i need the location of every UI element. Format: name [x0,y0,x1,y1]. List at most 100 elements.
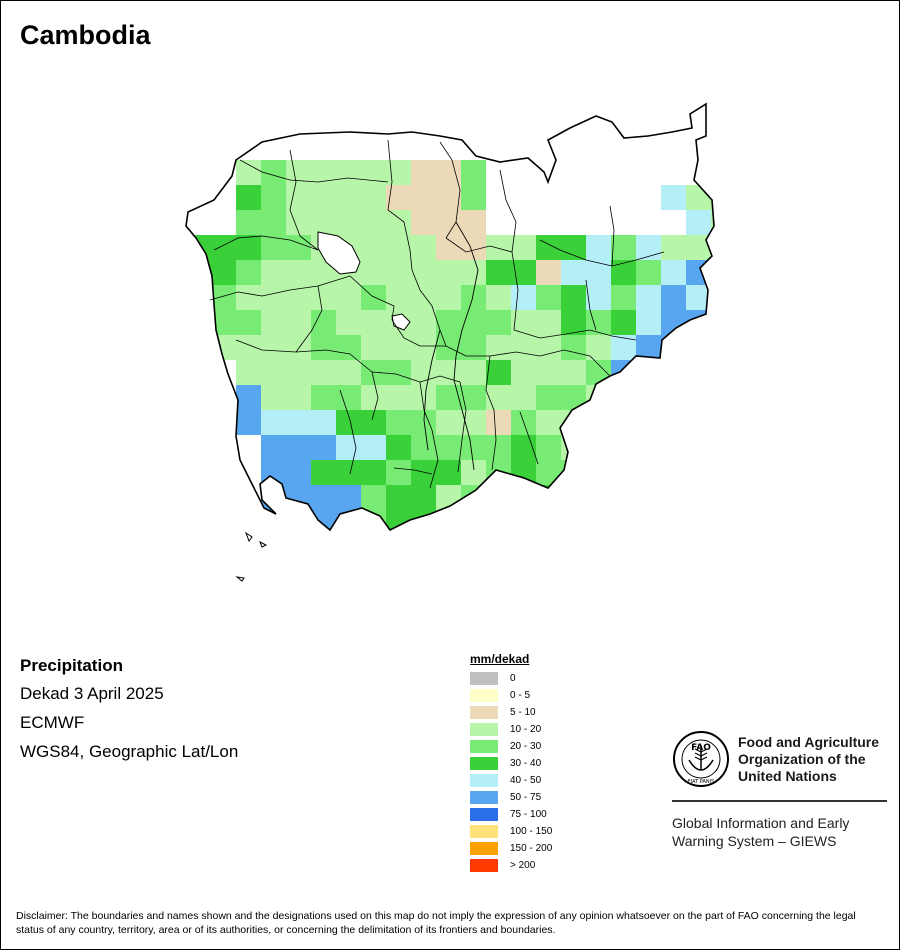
grid-cell [461,210,486,235]
grid-cell [386,335,411,360]
grid-cell [361,185,386,210]
grid-cell [436,610,461,635]
grid-cell [561,260,586,285]
grid-cell [386,285,411,310]
grid-cell [436,635,461,640]
grid-cell [411,160,436,185]
grid-cell [586,385,611,410]
grid-cell [486,610,511,635]
grid-cell [711,385,714,410]
grid-cell [511,610,536,635]
grid-cell [361,210,386,235]
grid-cell [361,485,386,510]
grid-cell [686,410,711,435]
legend-swatch [470,791,498,804]
grid-cell [786,310,811,335]
grid-cell [461,385,486,410]
grid-cell [586,260,611,285]
grid-cell [761,185,786,210]
legend-item: 20 - 30 [470,738,552,755]
grid-cell [311,285,336,310]
grid-cell [286,510,311,530]
grid-cell [586,310,611,335]
grid-cell [386,610,411,635]
legend-swatch [470,740,498,753]
grid-cell [411,635,436,640]
grid-cell [286,460,311,485]
grid-cell [836,235,861,260]
grid-cell [661,435,686,460]
grid-cell [236,410,261,435]
map-title: Cambodia [20,20,151,50]
grid-cell [236,310,261,335]
water-bodies [317,231,411,331]
grid-cell [261,185,286,210]
legend-swatch [470,757,498,770]
grid-cell [786,185,811,210]
grid-cell [886,135,900,160]
emblem-motto: FIAT PANIS [688,779,715,785]
grid-cell [586,610,611,635]
grid-cell [361,310,386,335]
grid-cell [486,485,511,510]
legend: mm/dekad 0 0 - 5 5 - 10 10 - 20 20 - 30 30 - … [470,652,552,874]
grid-cell [711,360,714,385]
grid-cell [261,335,286,360]
grid-cell [486,310,511,335]
grid-cell [636,285,661,310]
grid-cell [511,585,536,610]
grid-cell [486,285,511,310]
grid-cell [611,235,636,260]
grid-cell [286,485,311,510]
grid-cell [511,260,536,285]
legend-swatch [470,706,498,719]
grid-cell [511,235,536,260]
grid-cell [811,235,836,260]
grid-cell [386,510,411,530]
legend-label: 75 - 100 [510,809,547,820]
grid-cell [711,210,714,235]
grid-cell [336,485,361,510]
tonle-sap-lake [317,231,361,275]
grid-cell [461,510,486,530]
grid-cell [536,385,561,410]
grid-cell [261,360,286,385]
grid-cell [561,410,586,435]
grid-cell [411,610,436,635]
grid-cell [736,210,761,235]
grid-cell [586,460,611,485]
grid-cell [761,335,786,360]
grid-cell [536,585,561,610]
grid-cell [511,535,536,560]
grid-cell [361,435,386,460]
grid-cell [536,610,561,635]
grid-cell [436,585,461,610]
grid-cell [536,285,561,310]
grid-cell [736,235,761,260]
grid-cell [586,235,611,260]
grid-cell [411,310,436,335]
legend-item: 40 - 50 [470,772,552,789]
grid-cell [511,335,536,360]
grid-cell [736,335,761,360]
grid-cell [336,310,361,335]
grid-cell [761,235,786,260]
grid-cell [336,285,361,310]
grid-cell [661,185,686,210]
grid-cell [461,285,486,310]
grid-cell [711,185,714,210]
grid-cell [561,335,586,360]
precipitation-map [185,102,900,640]
grid-cell [361,260,386,285]
grid-cell [386,585,411,610]
grid-cell [261,535,286,560]
projection-label: WGS84, Geographic Lat/Lon [20,742,239,761]
grid-cell [411,535,436,560]
precipitation-grid [186,135,900,640]
grid-cell [611,585,636,610]
grid-cell [636,585,661,610]
grid-cell [311,360,336,385]
grid-cell [511,510,536,530]
grid-cell [611,535,636,560]
grid-cell [886,160,900,185]
